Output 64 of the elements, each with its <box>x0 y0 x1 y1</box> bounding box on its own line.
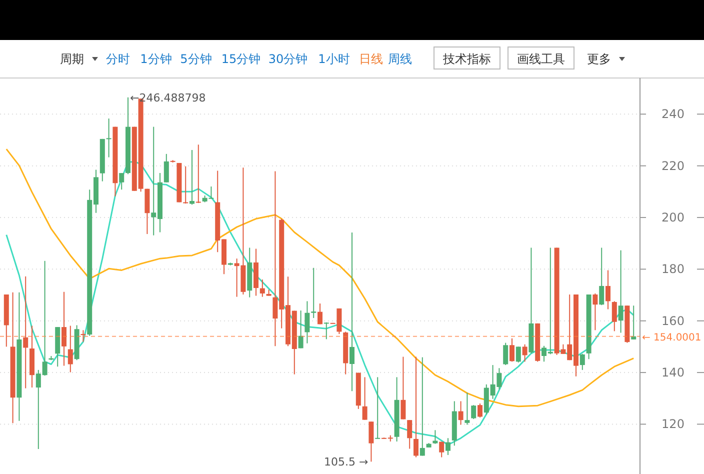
candlestick <box>464 392 470 426</box>
text: 画线工具 <box>517 52 565 66</box>
candlestick <box>510 338 514 362</box>
text: 分时 <box>106 52 130 66</box>
annotation: ←246.488798 <box>130 91 206 104</box>
candlestick <box>62 291 66 366</box>
text: 30分钟 <box>268 52 308 66</box>
candlestick <box>606 270 610 310</box>
candlestick <box>420 356 425 456</box>
text: 更多 <box>587 52 611 66</box>
candlestick <box>400 356 406 420</box>
candlestick <box>311 267 316 319</box>
candlestick <box>23 276 28 389</box>
candlestick <box>503 342 508 366</box>
candlestick <box>414 356 418 458</box>
candlestick <box>362 376 368 420</box>
annotation: 105.5 → <box>324 456 368 469</box>
candlestick <box>196 144 201 204</box>
text: 周期 <box>60 52 84 66</box>
y-tick-label: 160 <box>662 314 684 328</box>
candlestick <box>612 300 617 332</box>
candlestick <box>446 438 450 456</box>
candlestick <box>164 153 169 183</box>
line-series <box>6 148 634 408</box>
y-tick-label: 240 <box>662 107 684 122</box>
candlestick <box>80 330 86 342</box>
y-tick-label: 220 <box>662 158 684 173</box>
text: 5分钟 <box>180 52 212 66</box>
candlestick <box>68 325 73 373</box>
candlestick <box>522 344 528 362</box>
text: 日线 <box>359 52 383 66</box>
y-tick-label: 200 <box>662 210 684 224</box>
y-tick-label: 140 <box>662 366 684 380</box>
candlestick <box>304 300 310 344</box>
candlestick <box>318 303 322 325</box>
text: 技术指标 <box>442 52 491 66</box>
candlestick <box>592 292 598 331</box>
y-tick-label: 180 <box>662 262 684 276</box>
candlestick <box>432 430 438 444</box>
candlestick <box>106 118 112 158</box>
ref-line-label: ← 154.0001 <box>642 332 702 344</box>
text: 15分钟 <box>221 52 261 66</box>
candlestick <box>516 346 521 363</box>
candlestick <box>190 150 194 206</box>
text: 1分钟 <box>140 52 172 66</box>
candlestick <box>119 172 124 190</box>
candlestick <box>298 310 304 349</box>
candlestick <box>599 247 604 306</box>
candlestick <box>478 403 482 418</box>
candlestick <box>407 420 412 450</box>
candlestick <box>375 376 380 440</box>
candlestick <box>324 322 329 340</box>
candlestick <box>471 404 476 420</box>
candlestick <box>458 400 464 426</box>
candlestick <box>580 353 585 370</box>
text: 周线 <box>388 52 412 66</box>
candlestick <box>260 279 265 298</box>
candlestick <box>183 166 188 204</box>
text: 1小时 <box>318 52 350 66</box>
candlestick <box>618 250 624 334</box>
candlestick <box>350 232 354 392</box>
y-tick-label: 120 <box>662 417 684 432</box>
candlestick <box>368 421 374 462</box>
candlestick <box>439 441 444 458</box>
